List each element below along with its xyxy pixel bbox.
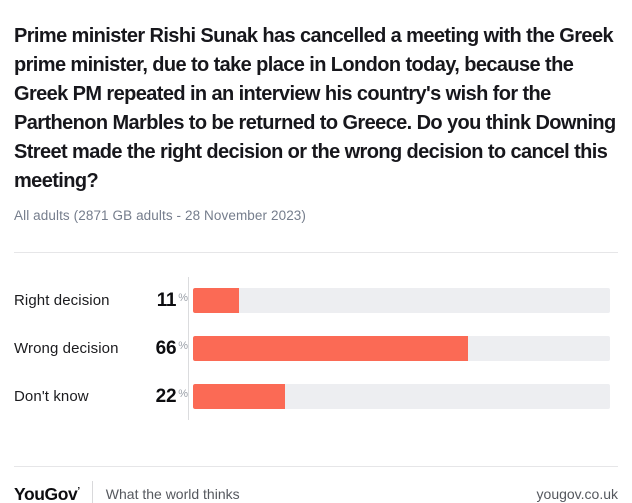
bar-track xyxy=(193,288,610,313)
category-label: Wrong decision xyxy=(14,340,119,357)
footer: YouGov’ What the world thinks yougov.co.… xyxy=(14,478,618,503)
category-label: Don't know xyxy=(14,388,89,405)
value-label: 22 xyxy=(155,385,177,407)
footer-separator xyxy=(91,480,93,503)
footer-divider xyxy=(14,466,618,467)
bar-fill xyxy=(193,336,469,361)
top-divider xyxy=(14,252,618,253)
bar-fill xyxy=(193,384,285,409)
value-wrap: 22% xyxy=(144,386,188,408)
bar-track xyxy=(193,384,610,409)
yougov-logo: YouGov’ xyxy=(14,483,80,503)
bar-track xyxy=(193,336,610,361)
percent-sign: % xyxy=(178,387,188,400)
poll-infographic: Prime minister Rishi Sunak has cancelled… xyxy=(0,22,632,503)
footer-tagline: What the world thinks xyxy=(105,486,240,502)
question-title: Prime minister Rishi Sunak has cancelled… xyxy=(14,25,616,192)
chart-row: Wrong decision 66% xyxy=(14,336,618,361)
bar-fill xyxy=(193,288,239,313)
bar-chart: Right decision 11% Wrong decision 66% Do… xyxy=(14,277,618,420)
chart-row: Right decision 11% xyxy=(14,288,618,313)
value-label: 66 xyxy=(155,337,177,359)
footer-website: yougov.co.uk xyxy=(536,486,618,502)
value-wrap: 11% xyxy=(144,290,188,312)
value-wrap: 66% xyxy=(144,338,188,360)
percent-sign: % xyxy=(178,339,188,352)
value-label: 11 xyxy=(156,289,177,311)
percent-sign: % xyxy=(178,291,188,304)
axis-baseline xyxy=(188,277,189,420)
category-label: Right decision xyxy=(14,292,110,309)
chart-row: Don't know 22% xyxy=(14,384,618,409)
chart-rows: Right decision 11% Wrong decision 66% Do… xyxy=(14,288,618,409)
sample-info: All adults (2871 GB adults - 28 November… xyxy=(14,208,307,223)
logo-trademark: ’ xyxy=(77,485,80,497)
